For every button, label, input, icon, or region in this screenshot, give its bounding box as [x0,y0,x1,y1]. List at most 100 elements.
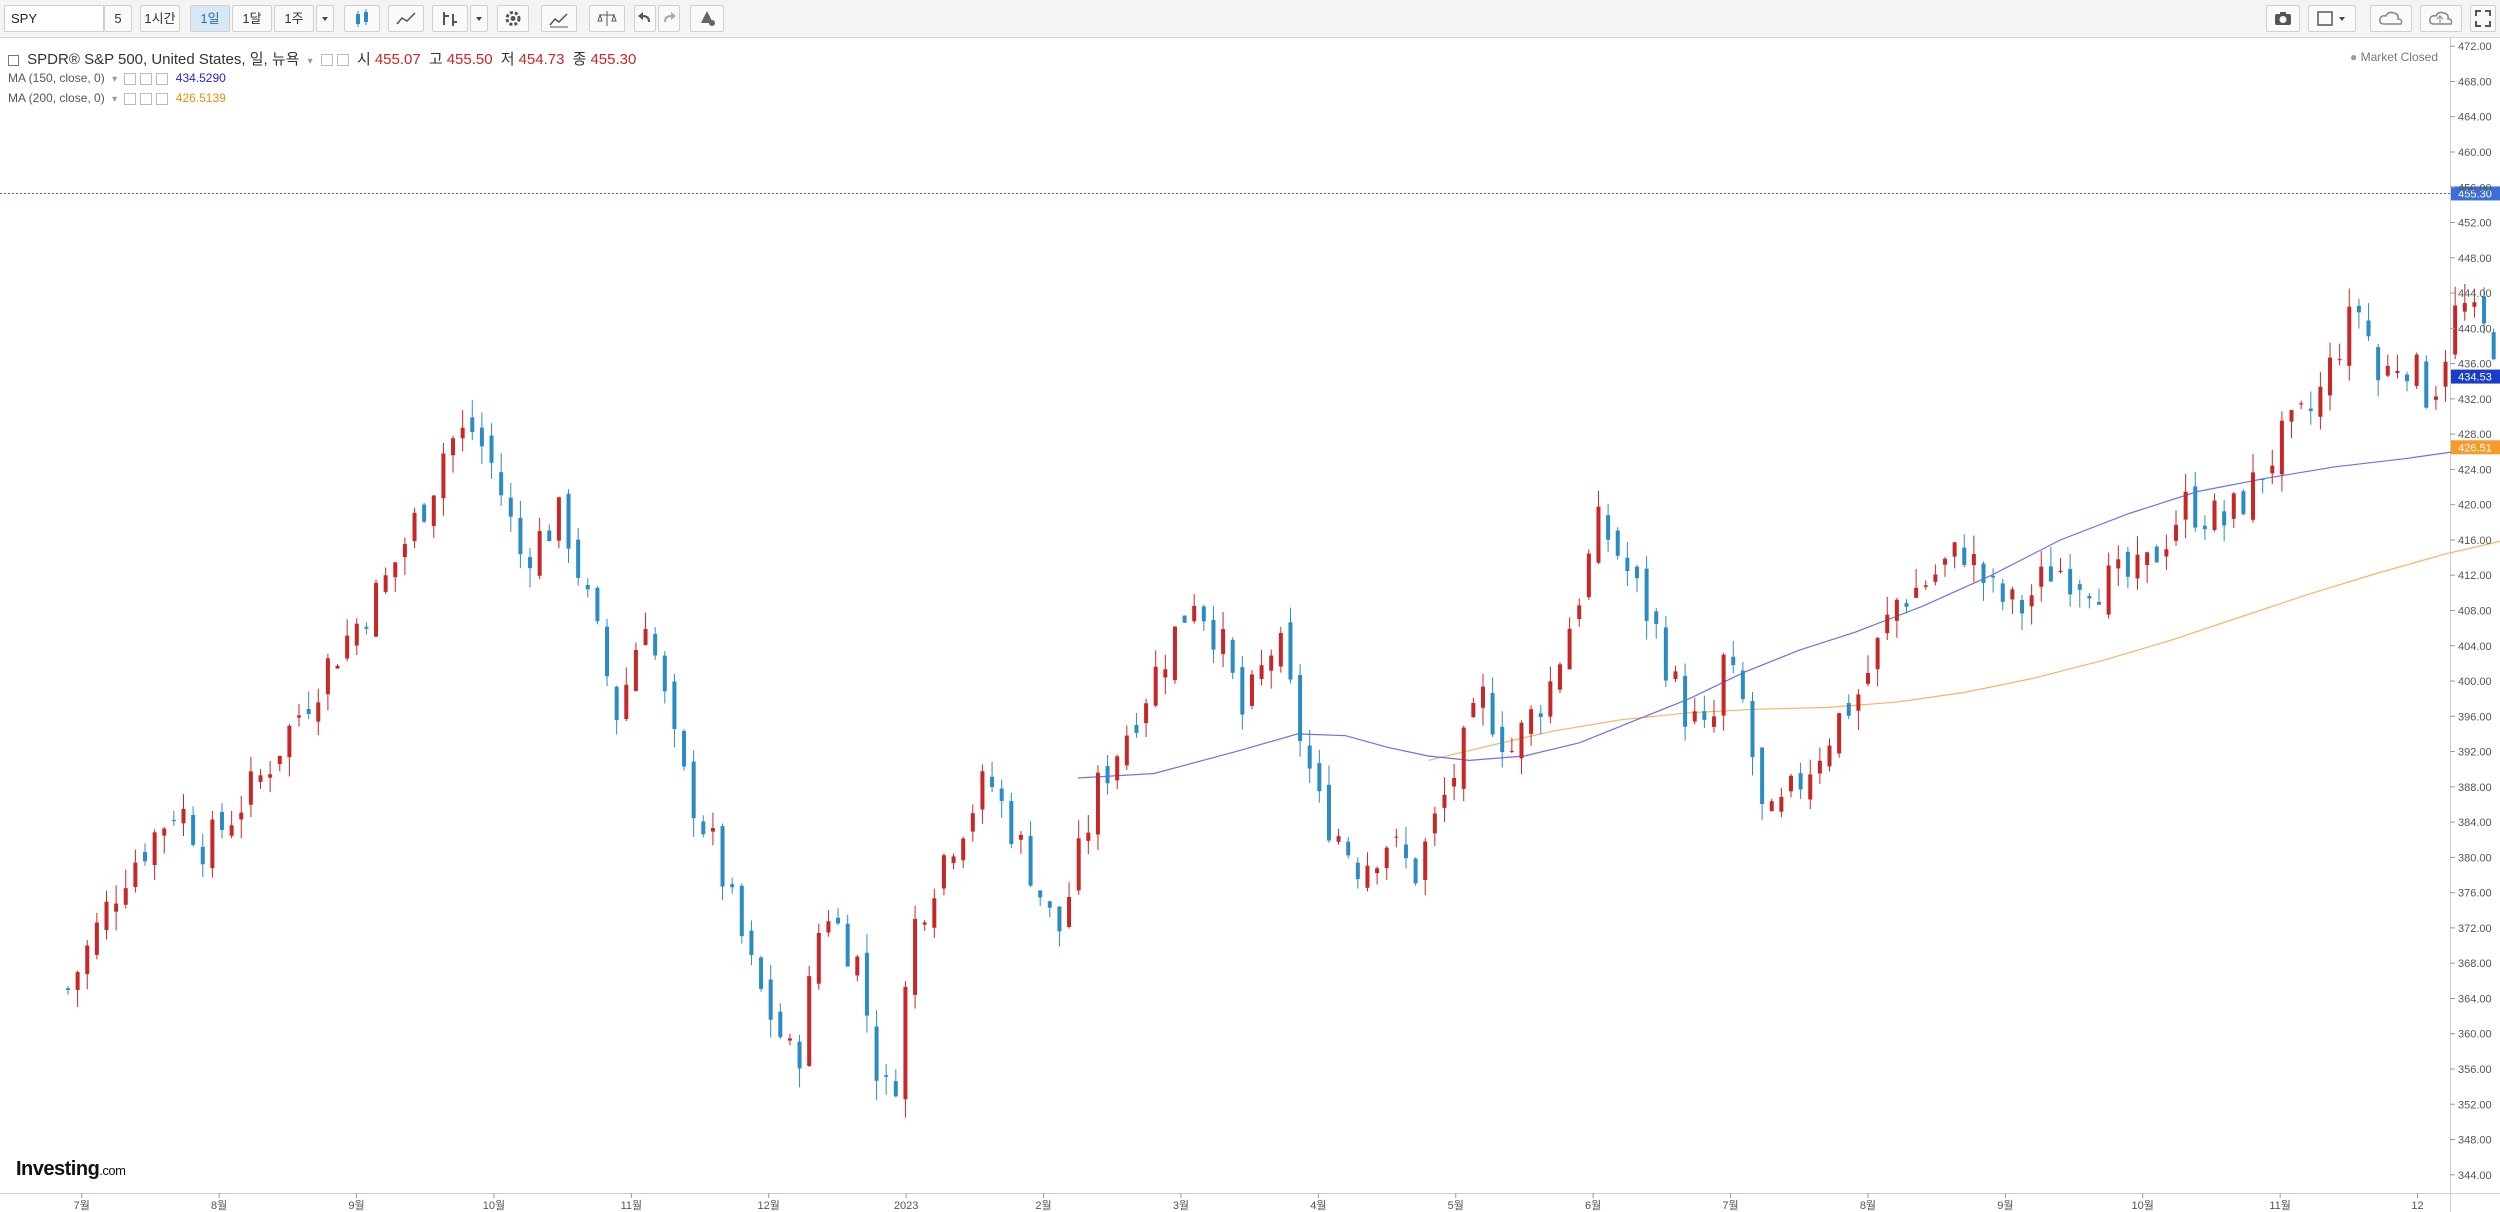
candle-body [470,417,475,433]
alert-icon[interactable] [690,5,724,32]
y-tick-label: 404.00 [2458,641,2492,653]
y-tick-label: 452.00 [2458,218,2492,230]
ma200-settings-icon[interactable] [124,92,137,105]
candle-body [239,812,244,820]
candle-body [2202,525,2207,530]
candle-body [1153,666,1158,706]
candle-body [1673,671,1678,679]
candle-body [1538,713,1543,717]
candles [66,283,2496,1118]
candle-body [1124,735,1129,766]
ma200-remove-icon[interactable] [156,92,169,105]
x-tick-label: 10월 [483,1199,505,1212]
candle-body [1548,681,1553,717]
candle-body [682,730,687,767]
candle-body [1105,766,1110,784]
interval-1h[interactable]: 1시간 [140,5,180,32]
hide-icon[interactable] [336,54,349,67]
layout-icon[interactable] [2308,5,2356,32]
candle-body [1923,585,1928,587]
fullscreen-icon[interactable] [2470,5,2496,32]
candle-body [1577,605,1582,619]
x-tick-label: 9월 [348,1199,364,1212]
candle-body [441,453,446,499]
open-label: 시 [357,51,371,68]
interval-1w[interactable]: 1주 [274,5,314,32]
y-tick-label: 352.00 [2458,1099,2492,1111]
candle-body [2424,361,2429,408]
candle-body [1240,667,1245,715]
candle-body [941,855,946,889]
indicator-icon[interactable] [432,5,468,32]
ma200-dropdown-icon[interactable]: ▾ [112,94,118,105]
candle-body [1615,530,1620,556]
candle-body [1991,575,1996,578]
interval-dropdown-icon[interactable] [316,5,334,32]
candle-body [181,808,186,824]
candle-body [2299,403,2304,405]
interval-1mo[interactable]: 1달 [232,5,272,32]
x-tick-label: 12월 [758,1199,780,1212]
candle-body [2414,354,2419,386]
y-tick-label: 468.00 [2458,76,2492,88]
candle-body [1875,638,1880,670]
investing-logo: Investing.com [16,1158,126,1181]
undo-icon[interactable] [634,5,656,32]
interval-1d[interactable]: 1일 [190,5,230,32]
y-tick-label: 364.00 [2458,993,2492,1005]
cloud-upload-icon[interactable] [2420,5,2462,32]
candle-body [662,655,667,692]
candle-body [1817,760,1822,774]
collapse-icon[interactable] [8,54,19,66]
ma200-hide-icon[interactable] [140,92,153,105]
toolbar: 5 1시간 1일 1달 1주 [0,0,2500,38]
candle-body [1962,547,1967,565]
gear-icon[interactable] [497,5,529,32]
y-tick-label: 472.00 [2458,41,2492,53]
scale-icon[interactable] [589,5,625,32]
interval-5[interactable]: 5 [104,5,132,32]
candle-body [816,932,821,984]
candle-body [1711,716,1716,727]
candle-body [171,820,176,822]
x-tick-label: 7월 [1722,1199,1738,1212]
candle-body [268,774,273,778]
candle-body [2366,320,2371,337]
candle-body [1452,777,1457,787]
ma150-remove-icon[interactable] [156,72,169,85]
candle-body [1519,722,1524,759]
camera-icon[interactable] [2266,5,2300,32]
candle-body [701,821,706,835]
line-chart-icon[interactable] [388,5,424,32]
candle-body [2068,569,2073,595]
candle-body [2337,359,2342,361]
dropdown-icon[interactable] [470,5,488,32]
candle-body [855,956,860,976]
candle-body [2125,551,2130,577]
settings-icon[interactable] [320,54,333,67]
ma150-settings-icon[interactable] [124,72,137,85]
x-tick-label: 4월 [1310,1199,1326,1212]
symbol-input[interactable] [4,5,104,32]
price-chart[interactable]: 455.30 434.53 426.51 472.00 468.00 464.00 460… [0,38,2500,1212]
candle-body [2106,565,2111,615]
compare-icon[interactable] [541,5,577,32]
close-label: 종 [572,51,587,68]
candle-body [325,658,330,695]
ma150-hide-icon[interactable] [140,72,153,85]
candle-body [1403,844,1408,859]
ma150-dropdown-icon[interactable]: ▾ [112,74,118,85]
candle-body [508,497,513,517]
candle-body [2164,549,2169,557]
candles-icon[interactable] [344,5,380,32]
candle-body [2270,465,2275,474]
redo-icon[interactable] [658,5,680,32]
candle-body [345,635,350,659]
cloud-icon[interactable] [2370,5,2412,32]
candle-body [229,825,234,836]
candle-body [1182,615,1187,623]
candle-body [595,587,600,622]
legend-dropdown-icon[interactable]: ▾ [307,56,313,67]
candle-body [585,584,590,590]
x-tick-label: 2023 [894,1200,918,1212]
